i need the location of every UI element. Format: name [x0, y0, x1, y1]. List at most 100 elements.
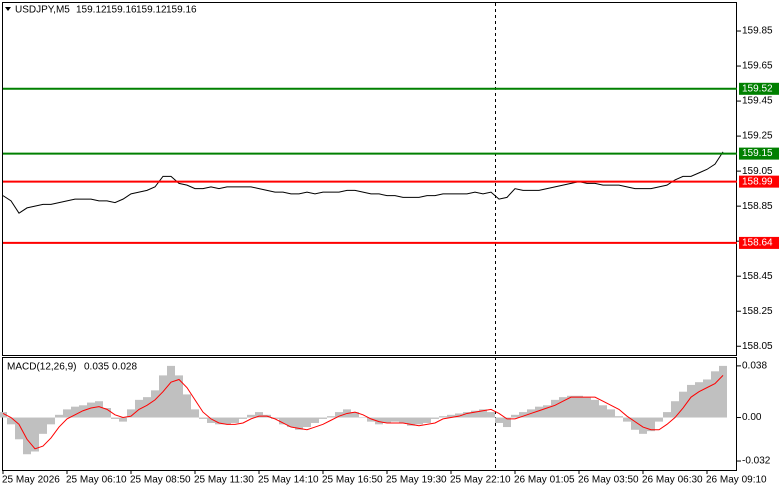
- y-tick-label: 159.65: [742, 61, 773, 72]
- x-tick-label: 26 May 06:30: [642, 475, 703, 486]
- macd-bar: [623, 417, 631, 422]
- macd-bar: [711, 371, 719, 418]
- macd-bar: [407, 417, 415, 426]
- macd-bar: [575, 395, 583, 418]
- macd-bar: [615, 416, 623, 418]
- macd-bar: [423, 417, 431, 423]
- macd-bar: [167, 365, 175, 418]
- y-tick-label: -0.032: [742, 456, 771, 467]
- macd-bar: [199, 417, 207, 419]
- macd-bar: [247, 414, 255, 418]
- level-label: 158.64: [742, 238, 773, 249]
- x-tick-label: 25 May 06:10: [66, 475, 127, 486]
- x-tick-label: 25 May 08:50: [130, 475, 191, 486]
- macd-bar: [327, 416, 335, 418]
- macd-bar: [103, 408, 111, 418]
- macd-bar: [159, 375, 167, 418]
- level-label: 159.52: [742, 83, 773, 94]
- macd-bar: [607, 409, 615, 418]
- symbol: USDJPY,M5: [15, 5, 70, 16]
- macd-bar: [391, 417, 399, 422]
- macd-bar: [655, 417, 663, 422]
- menu-icon[interactable]: [5, 7, 11, 11]
- macd-bar: [535, 406, 543, 418]
- macd-bar: [519, 412, 527, 418]
- macd-bar: [231, 417, 239, 423]
- x-tick-label: 25 May 2026: [2, 475, 60, 486]
- macd-bar: [39, 417, 47, 434]
- macd-bar: [319, 417, 327, 419]
- macd-bar: [55, 414, 63, 418]
- macd-bar: [71, 406, 79, 418]
- macd-bar: [399, 417, 407, 423]
- ohlc-value: 159.16: [166, 5, 197, 16]
- y-tick-label: 159.45: [742, 96, 773, 107]
- macd-bar: [599, 405, 607, 418]
- macd-bar: [383, 417, 391, 423]
- ohlc-value: 159.16: [106, 5, 137, 16]
- macd-bar: [567, 395, 575, 418]
- macd-bar: [511, 414, 519, 418]
- macd-bar: [695, 382, 703, 418]
- y-tick-label: 0.038: [742, 361, 767, 372]
- macd-bar: [415, 417, 423, 425]
- y-tick-label: 0.00: [742, 412, 762, 423]
- price-line: [2, 151, 724, 214]
- macd-value: 0.028: [112, 362, 137, 373]
- macd-bar: [487, 412, 495, 418]
- macd-bar: [143, 397, 151, 418]
- macd-title: MACD(12,26,9): [7, 362, 76, 373]
- macd-bar: [455, 413, 463, 418]
- macd-bar: [79, 405, 87, 418]
- x-tick-label: 25 May 19:30: [386, 475, 447, 486]
- macd-bar: [175, 375, 183, 418]
- macd-bar: [23, 417, 31, 455]
- y-tick-label: 159.05: [742, 166, 773, 177]
- ohlc-value: 159.12: [76, 5, 107, 16]
- macd-bar: [647, 417, 655, 432]
- macd-bar: [479, 409, 487, 418]
- level-label: 158.99: [742, 176, 773, 187]
- macd-bar: [679, 391, 687, 418]
- macd-bar: [127, 409, 135, 418]
- macd-bar: [631, 417, 639, 430]
- macd-bar: [271, 417, 279, 419]
- macd-bar: [447, 414, 455, 418]
- macd-bar: [0, 412, 7, 418]
- macd-bar: [7, 417, 15, 425]
- y-tick-label: 158.45: [742, 271, 773, 282]
- macd-bar: [503, 417, 511, 428]
- level-label: 159.15: [742, 148, 773, 159]
- macd-bar: [239, 417, 247, 419]
- y-tick-label: 159.85: [742, 26, 773, 37]
- macd-bar: [135, 399, 143, 418]
- y-tick-label: 158.25: [742, 306, 773, 317]
- macd-bar: [663, 412, 671, 418]
- macd-bar: [551, 399, 559, 418]
- y-tick-label: 159.25: [742, 131, 773, 142]
- price-panel: [2, 2, 737, 356]
- macd-bar: [119, 417, 127, 422]
- macd-bar: [431, 417, 439, 419]
- macd-bar: [719, 365, 727, 418]
- macd-bar: [687, 384, 695, 418]
- macd-bar: [95, 401, 103, 418]
- level-label-box: [739, 147, 779, 160]
- macd-bar: [223, 417, 231, 425]
- macd-bar: [31, 417, 39, 452]
- level-label-box: [739, 175, 779, 188]
- y-tick-label: 158.05: [742, 341, 773, 352]
- macd-bar: [543, 405, 551, 418]
- macd-bar: [63, 409, 71, 418]
- macd-bar: [15, 417, 23, 440]
- macd-bar: [351, 412, 359, 418]
- level-label-box: [739, 82, 779, 95]
- level-label-box: [739, 236, 779, 249]
- macd-bar: [335, 412, 343, 418]
- macd-bar: [583, 397, 591, 418]
- macd-bar: [303, 417, 311, 428]
- macd-bar: [639, 417, 647, 434]
- macd-bar: [559, 397, 567, 418]
